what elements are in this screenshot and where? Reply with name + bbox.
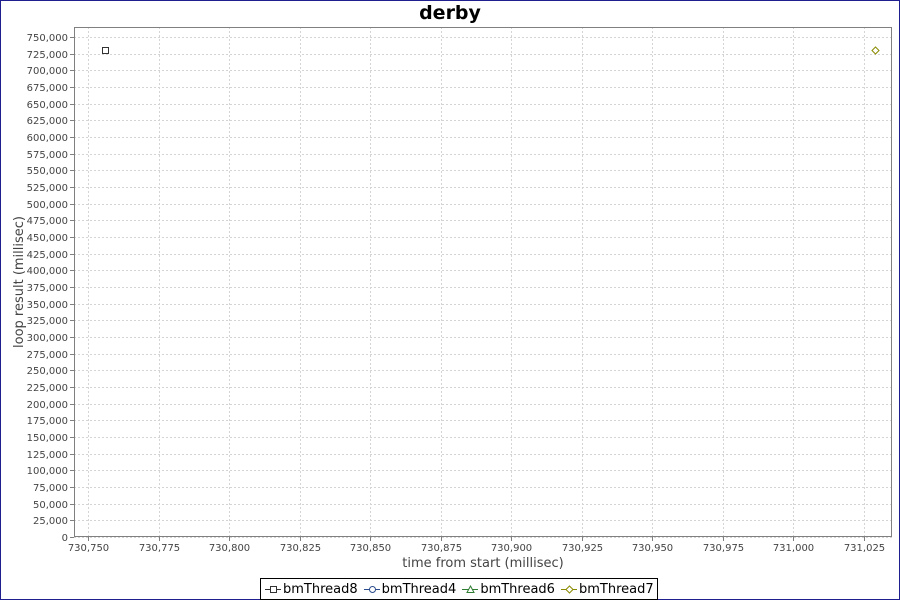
y-tick-label: 350,000 — [27, 300, 68, 311]
y-tick-label: 300,000 — [27, 333, 68, 344]
x-tick-label: 730,950 — [632, 543, 673, 554]
y-tick-label: 575,000 — [27, 150, 68, 161]
y-tick-label: 325,000 — [27, 316, 68, 327]
y-tick-label: 0 — [62, 533, 68, 544]
legend-swatch-diamond-icon — [560, 585, 577, 594]
y-tick-label: 275,000 — [27, 350, 68, 361]
legend-marker — [270, 586, 277, 593]
plot-area — [74, 27, 892, 537]
chart-title: derby — [419, 2, 481, 24]
legend-label: bmThread8 — [283, 581, 358, 597]
y-tick-label: 200,000 — [27, 400, 68, 411]
legend: bmThread8 bmThread4 bmThread6 bmThread7 — [260, 578, 658, 600]
x-tick-label: 730,975 — [703, 543, 744, 554]
y-tick-label: 675,000 — [27, 83, 68, 94]
legend-item: bmThread7 — [560, 581, 654, 597]
y-tick-label: 525,000 — [27, 183, 68, 194]
legend-marker — [466, 584, 476, 593]
y-tick-label: 450,000 — [27, 233, 68, 244]
x-tick-label: 730,750 — [68, 543, 109, 554]
y-tick-label: 700,000 — [27, 66, 68, 77]
y-tick-label: 625,000 — [27, 116, 68, 127]
legend-label: bmThread6 — [480, 581, 555, 597]
y-tick-label: 475,000 — [27, 216, 68, 227]
legend-swatch-square-icon — [265, 586, 281, 593]
x-tick-label: 730,925 — [562, 543, 603, 554]
y-tick-label: 250,000 — [27, 366, 68, 377]
plot-border — [74, 27, 892, 537]
legend-swatch-circle-icon — [363, 586, 380, 593]
legend-item: bmThread4 — [363, 581, 457, 597]
y-tick-label: 425,000 — [27, 250, 68, 261]
legend-item: bmThread8 — [265, 582, 358, 597]
y-tick-label: 750,000 — [27, 33, 68, 44]
data-point-bmThread7 — [871, 46, 880, 55]
x-tick-label: 730,800 — [209, 543, 250, 554]
legend-swatch-triangle-icon — [462, 584, 479, 593]
y-tick-label: 650,000 — [27, 100, 68, 111]
y-tick-label: 175,000 — [27, 416, 68, 427]
x-axis-label: time from start (millisec) — [402, 556, 563, 571]
y-tick-label: 25,000 — [33, 516, 68, 527]
legend-label: bmThread7 — [578, 581, 654, 597]
y-tick-label: 50,000 — [33, 500, 68, 511]
legend-item: bmThread6 — [462, 582, 555, 597]
x-tick-label: 730,825 — [280, 543, 321, 554]
y-axis-label: loop result (millisec) — [12, 216, 27, 348]
y-tick-label: 125,000 — [27, 450, 68, 461]
legend-marker — [368, 586, 376, 593]
y-tick-label: 75,000 — [33, 483, 68, 494]
data-point-bmThread8 — [102, 47, 109, 54]
x-tick-label: 730,775 — [139, 543, 180, 554]
y-tick-label: 100,000 — [27, 466, 68, 477]
y-tick-label: 550,000 — [27, 166, 68, 177]
legend-marker — [565, 585, 574, 594]
legend-label: bmThread4 — [381, 581, 457, 597]
x-tick-label: 730,850 — [350, 543, 391, 554]
y-tick-label: 600,000 — [27, 133, 68, 144]
y-tick-label: 500,000 — [27, 200, 68, 211]
y-tick-label: 375,000 — [27, 283, 68, 294]
x-tick-label: 730,875 — [421, 543, 462, 554]
y-tick-label: 400,000 — [27, 266, 68, 277]
y-tick-label: 725,000 — [27, 50, 68, 61]
x-tick-label: 731,025 — [844, 543, 885, 554]
x-tick-label: 730,900 — [491, 543, 532, 554]
y-tick-label: 225,000 — [27, 383, 68, 394]
x-tick-label: 731,000 — [773, 543, 814, 554]
y-tick-label: 150,000 — [27, 433, 68, 444]
